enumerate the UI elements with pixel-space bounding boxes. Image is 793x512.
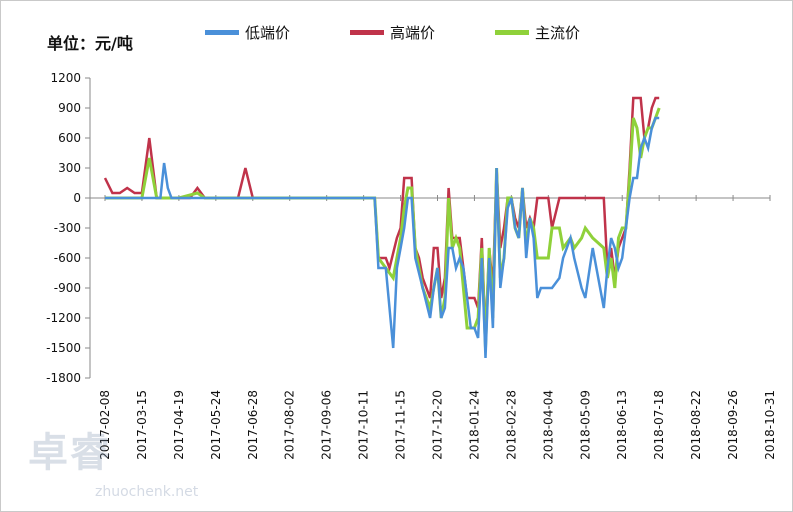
x-tick-label: 2017-05-24 [209,390,223,460]
x-tick-label: 2017-04-19 [172,390,186,460]
x-tick-label: 2018-05-09 [578,390,592,460]
x-tick-label: 2017-09-06 [320,390,334,460]
x-ticks: 2017-02-08 2017-03-15 2017-04-19 2017-05-24… [98,195,777,460]
y-tick-label: -900 [54,281,81,295]
axes [89,78,770,378]
legend-swatch-low [205,30,239,35]
legend-swatch-main [495,30,530,35]
y-tick-label: 1200 [50,71,81,85]
x-tick-label: 2017-03-15 [135,390,149,460]
y-tick-label: -1500 [46,341,81,355]
watermark-logo: 卓睿 [28,430,112,476]
x-tick-label: 2018-08-22 [689,390,703,460]
y-tick-label: -1200 [46,311,81,325]
series-lines [103,96,661,359]
x-tick-label: 2017-10-11 [357,390,371,460]
x-tick-label: 2018-06-13 [615,390,629,460]
y-tick-label: -1800 [46,371,81,385]
watermark-url: zhuochenk.net [95,484,199,500]
x-tick-label: 2018-01-24 [467,390,481,460]
y-tick-label: 900 [58,101,81,115]
x-tick-label: 2017-12-20 [431,390,445,460]
legend-item-low: 低端价 [205,22,290,43]
x-tick-label: 2018-10-31 [763,390,777,460]
series-line-main [105,107,661,349]
y-tick-label: -300 [54,221,81,235]
y-tick-label: 600 [58,131,81,145]
x-tick-label: 2017-06-28 [246,390,260,460]
x-tick-label: 2018-02-28 [504,390,518,460]
x-tick-label: 2018-09-26 [726,390,740,460]
series-line-high [103,96,660,339]
x-tick-label: 2017-11-15 [394,390,408,460]
legend-label-high: 高端价 [390,24,436,42]
legend: 低端价 高端价 主流价 [205,22,580,43]
series-line-low [105,116,660,359]
legend-item-high: 高端价 [350,22,435,43]
y-tick-label: -600 [54,251,81,265]
y-tick-label: 300 [58,161,81,175]
y-tick-label: 0 [73,191,81,205]
y-ticks: 1200 900 600 300 0 -300 -600 -900 -1200 -1500 -180… [46,71,90,385]
x-tick-label: 2018-04-04 [541,390,555,460]
x-tick-label: 2017-08-02 [283,390,297,460]
legend-item-main: 主流价 [495,22,580,43]
x-tick-label: 2017-02-08 [98,390,112,460]
x-tick-label: 2018-07-18 [652,390,666,460]
legend-swatch-high [350,30,385,35]
legend-label-low: 低端价 [245,24,291,42]
legend-label-main: 主流价 [535,24,581,42]
unit-label: 单位：元/吨 [47,34,133,53]
